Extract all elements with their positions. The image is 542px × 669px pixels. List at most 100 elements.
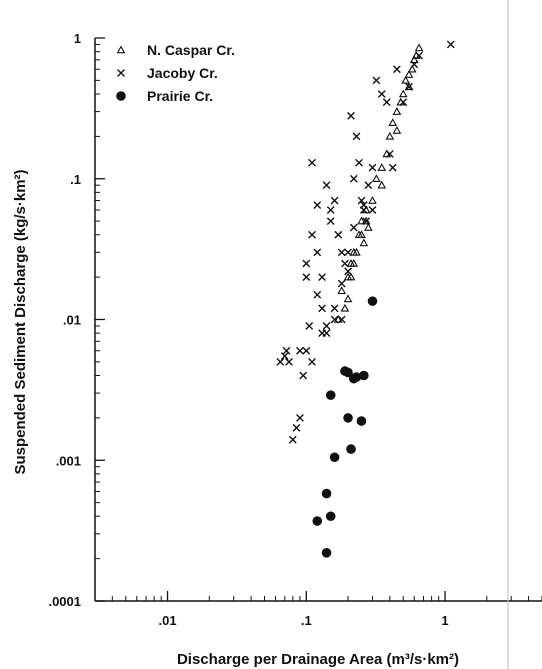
data-point — [359, 238, 369, 247]
data-point — [282, 346, 291, 355]
data-point — [377, 163, 387, 171]
data-point — [329, 452, 340, 463]
data-point — [285, 357, 293, 366]
data-point — [343, 367, 353, 378]
legend-marker — [116, 91, 126, 101]
x-tick-label: .01 — [159, 613, 177, 628]
data-point — [405, 82, 413, 91]
data-point — [388, 163, 397, 172]
legend-label: Prairie Cr. — [147, 88, 213, 104]
data-point — [351, 372, 362, 382]
data-point — [321, 488, 332, 499]
data-point — [385, 131, 395, 140]
data-point — [401, 75, 410, 84]
data-point — [344, 267, 352, 276]
axis-labels: Discharge per Drainage Area (m³/s·km²) S… — [12, 169, 459, 668]
data-point — [361, 216, 371, 225]
data-point — [349, 223, 358, 232]
data-point — [326, 217, 335, 226]
x-axis-label: Discharge per Drainage Area (m³/s·km²) — [177, 651, 459, 668]
data-point — [346, 258, 356, 267]
data-point — [308, 230, 316, 239]
data-point — [337, 248, 346, 257]
data-point — [404, 70, 414, 78]
y-tick-label: .1 — [70, 172, 81, 187]
series-x — [276, 40, 455, 444]
data-point — [305, 322, 314, 330]
legend: N. Caspar Cr. Jacoby Cr. Prairie Cr. — [116, 42, 235, 104]
data-point — [343, 272, 353, 281]
y-axis-label: Suspended Sediment Discharge (kg/s·km²) — [12, 169, 29, 474]
data-point — [372, 76, 381, 85]
data-point — [321, 548, 332, 558]
data-point — [404, 82, 414, 91]
data-point — [368, 206, 377, 214]
data-point — [415, 51, 423, 60]
data-point — [337, 315, 346, 324]
data-point — [308, 357, 316, 366]
data-point — [322, 322, 331, 330]
series-circle — [312, 296, 378, 558]
data-point — [340, 303, 350, 312]
y-tick-label: .0001 — [48, 594, 81, 609]
data-point — [398, 89, 408, 98]
data-point — [325, 511, 336, 522]
data-point — [362, 217, 371, 226]
data-point — [296, 413, 304, 422]
data-point — [368, 163, 377, 172]
data-point — [302, 273, 311, 282]
data-point — [276, 357, 285, 366]
data-point — [280, 352, 289, 360]
data-point — [407, 64, 417, 73]
data-point — [299, 371, 308, 380]
data-point — [318, 273, 326, 282]
data-point — [302, 259, 311, 268]
data-point — [326, 206, 335, 214]
data-point — [330, 304, 339, 313]
data-point — [392, 107, 402, 115]
data-point — [313, 201, 322, 209]
data-point — [368, 196, 377, 204]
axes-group: .0001 .001 .01 .1 1 .01 .1 1 — [48, 0, 542, 669]
y-tick-label: .001 — [56, 453, 81, 468]
data-point — [382, 98, 391, 107]
data-point — [392, 126, 402, 134]
data-point — [355, 158, 363, 167]
data-point — [414, 43, 424, 52]
points-group — [276, 40, 455, 558]
data-point — [359, 206, 368, 214]
data-point — [346, 444, 356, 454]
data-point — [393, 65, 401, 74]
data-point — [344, 248, 352, 257]
data-point — [364, 181, 373, 190]
data-point — [330, 196, 339, 205]
data-point — [409, 55, 419, 64]
x-tick-label: .1 — [301, 613, 312, 628]
data-point — [377, 180, 387, 189]
data-point — [446, 40, 455, 49]
legend-marker — [116, 45, 126, 54]
data-point — [296, 346, 304, 355]
data-point — [292, 423, 301, 432]
data-point — [372, 174, 381, 183]
data-point — [357, 216, 366, 225]
data-point — [410, 60, 419, 69]
data-point — [308, 158, 316, 167]
legend-label: Jacoby Cr. — [147, 65, 218, 81]
data-point — [343, 294, 353, 303]
data-point — [343, 413, 353, 423]
data-point — [302, 346, 311, 355]
legend-marker — [117, 69, 125, 77]
data-point — [357, 230, 366, 239]
data-point — [377, 90, 386, 98]
data-point — [388, 118, 398, 127]
data-point — [288, 435, 297, 444]
y-tick-label: .01 — [63, 313, 81, 328]
data-point — [334, 230, 343, 239]
data-point — [357, 196, 366, 205]
x-tick-label: 1 — [441, 613, 448, 628]
data-point — [363, 223, 373, 231]
data-point — [356, 416, 367, 426]
data-point — [322, 181, 331, 190]
